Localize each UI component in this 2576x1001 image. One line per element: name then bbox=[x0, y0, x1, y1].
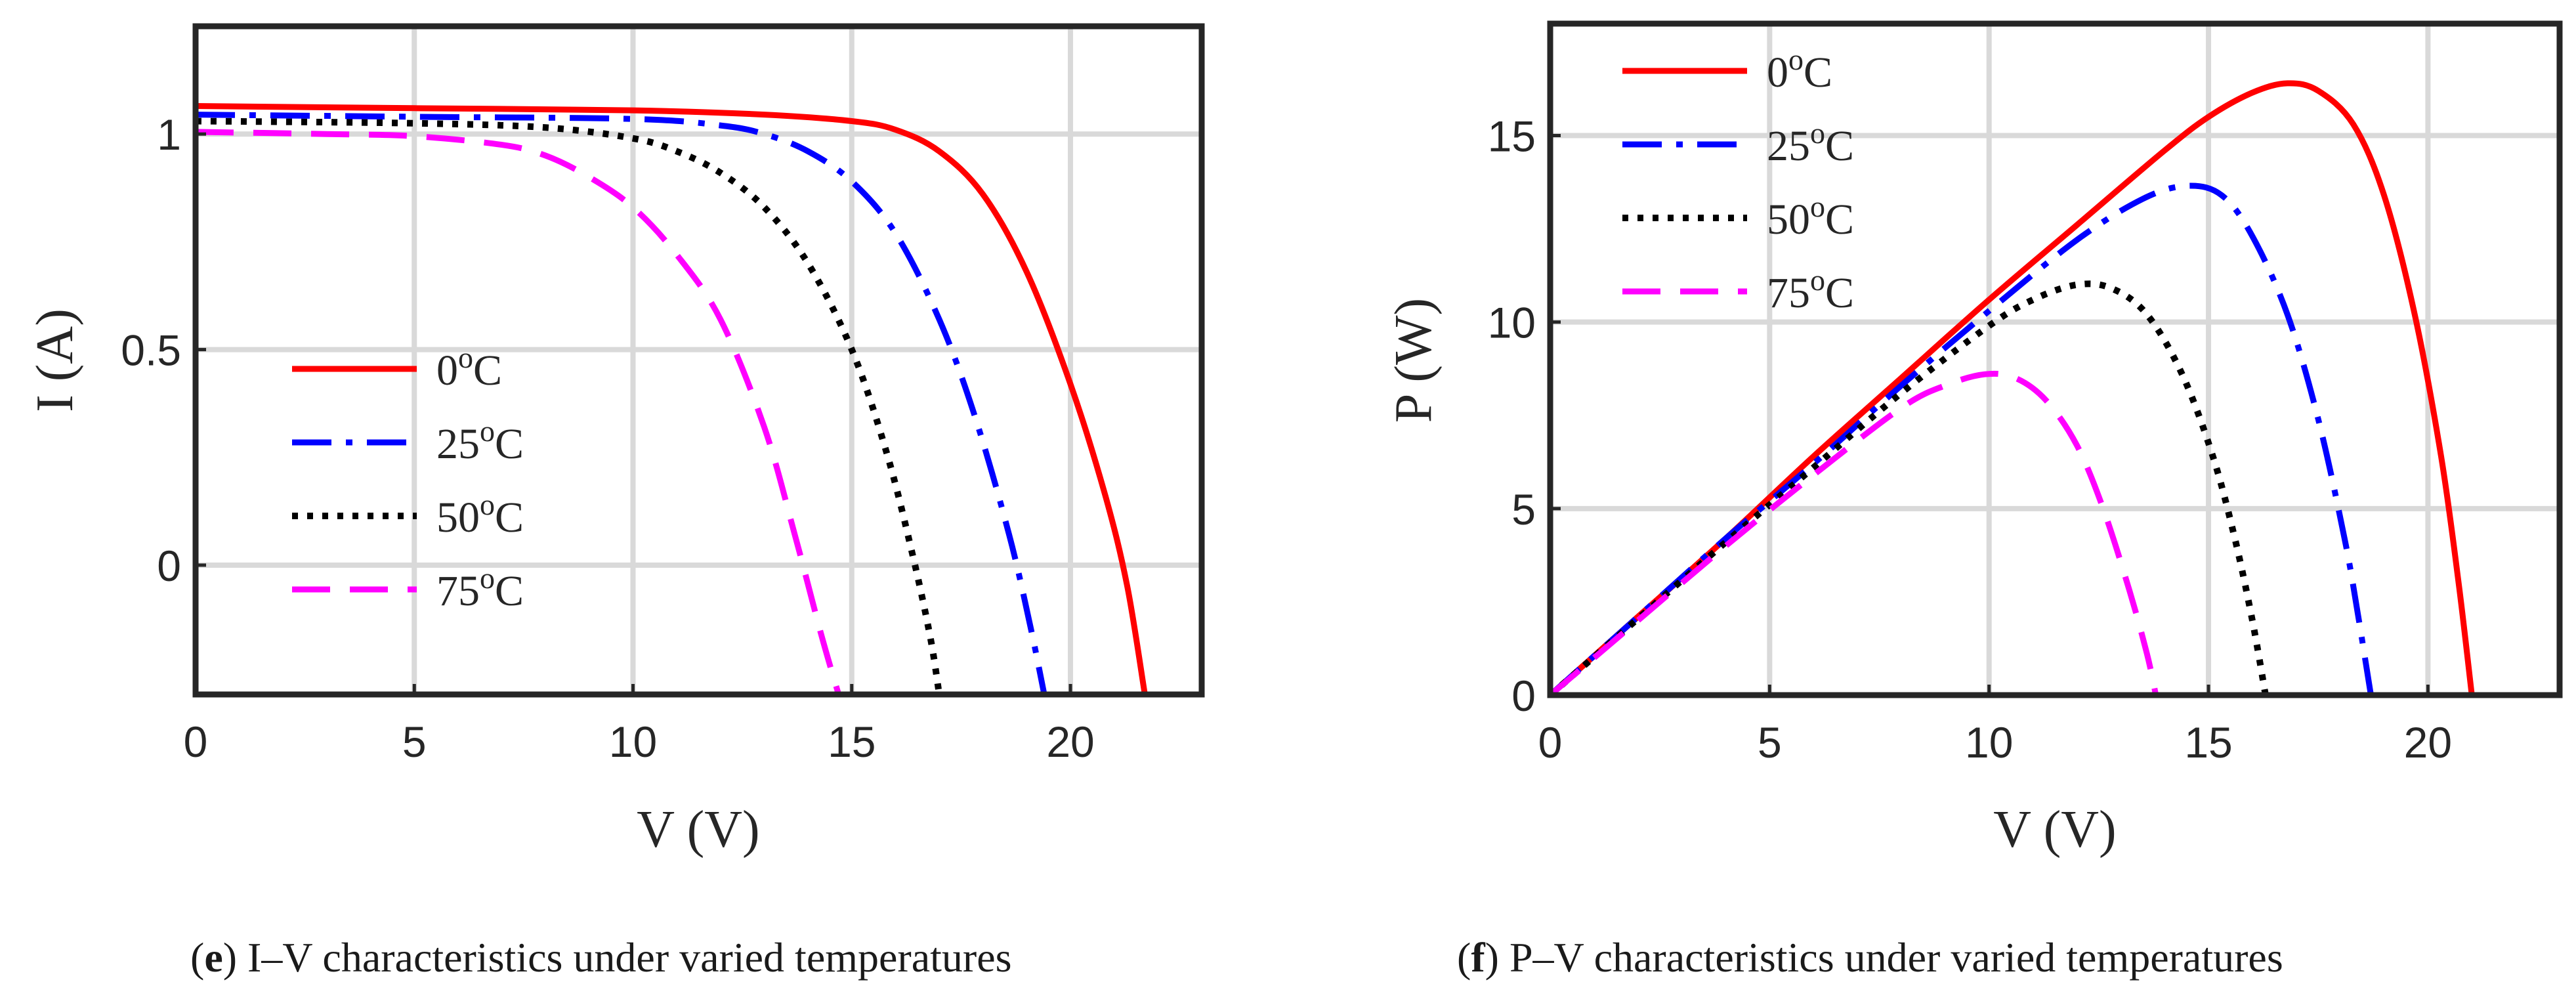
panel-e-ytick-label-2: 1 bbox=[157, 110, 181, 159]
panel-e-legend-label-25c: 25oC bbox=[436, 414, 524, 468]
panel-f-legend-label-25c: 25oC bbox=[1767, 116, 1854, 170]
panel-e-series bbox=[196, 103, 1148, 694]
panel-e-legend: 0oC 25oC 50oC 75oC bbox=[292, 341, 524, 615]
panel-f-xtick-label-1: 5 bbox=[1758, 718, 1782, 767]
panel-f-series-line-75c bbox=[1550, 370, 2159, 695]
panel-e-series-line-50c bbox=[196, 117, 943, 694]
panel-f-caption-letter: f bbox=[1471, 934, 1485, 981]
panel-f-legend-label-50c: 50oC bbox=[1767, 190, 1854, 244]
panel-f-ticks: 0 5 10 15 20 0 5 10 15 bbox=[1488, 112, 2453, 767]
panel-e-series-line-25c bbox=[196, 112, 1047, 694]
panel-f-caption-text: P–V characteristics under varied tempera… bbox=[1510, 934, 2283, 981]
panel-f-pv-chart: 0 5 10 15 20 0 5 10 15 V (V) P (W) 0oC 25oC 50oC 75… bbox=[1385, 20, 2563, 981]
panel-e-iv-chart: 0 5 10 15 20 0 0.5 1 V (V) I (A) 0oC 25oC 50oC 75o… bbox=[26, 23, 1205, 981]
panel-e-xtick-label-3: 15 bbox=[828, 717, 876, 766]
panel-e-legend-label-75c: 75oC bbox=[436, 561, 524, 615]
panel-f-series-line-50c bbox=[1550, 280, 2269, 695]
panel-e-caption: (e) I–V characteristics under varied tem… bbox=[190, 934, 1012, 981]
panel-e-xtick-label-0: 0 bbox=[184, 717, 208, 766]
panel-f-ytick-label-2: 10 bbox=[1488, 299, 1536, 347]
panel-f-legend-label-75c: 75oC bbox=[1767, 263, 1854, 317]
panel-e-grid bbox=[193, 26, 1202, 694]
panel-f-series bbox=[1550, 80, 2475, 695]
panel-e-caption-text: I–V characteristics under varied tempera… bbox=[247, 934, 1012, 981]
panel-f-series-line-0c bbox=[1550, 80, 2475, 695]
panel-e-caption-letter: e bbox=[204, 934, 222, 981]
panel-f-xtick-label-2: 10 bbox=[1965, 718, 2013, 767]
panel-e-series-line-75c bbox=[196, 129, 842, 694]
panel-e-legend-label-50c: 50oC bbox=[436, 488, 524, 542]
panel-e-xlabel: V (V) bbox=[637, 801, 759, 859]
panel-f-caption: (f) P–V characteristics under varied tem… bbox=[1457, 934, 2283, 981]
panel-f-ytick-label-1: 5 bbox=[1511, 485, 1536, 534]
panel-f-xtick-label-3: 15 bbox=[2184, 718, 2232, 767]
panel-e-xtick-label-4: 20 bbox=[1046, 717, 1094, 766]
panel-f-xlabel: V (V) bbox=[1993, 801, 2116, 859]
panel-e-ylabel: I (A) bbox=[26, 309, 84, 412]
panel-f-axes-frame bbox=[1547, 20, 2563, 698]
panel-f-legend-label-0c: 0oC bbox=[1767, 43, 1832, 96]
panel-f-grid bbox=[1548, 24, 2560, 698]
panel-f-xtick-label-4: 20 bbox=[2404, 718, 2452, 767]
panel-e-ytick-label-0: 0 bbox=[157, 542, 181, 590]
panel-f-series-line-25c bbox=[1550, 182, 2374, 695]
panel-f-ylabel: P (W) bbox=[1385, 298, 1443, 423]
panel-f-ytick-label-0: 0 bbox=[1511, 671, 1536, 720]
panel-f-ytick-label-3: 15 bbox=[1488, 112, 1536, 161]
panel-e-legend-label-0c: 0oC bbox=[436, 341, 502, 394]
panel-f-xtick-label-0: 0 bbox=[1538, 718, 1563, 767]
panel-e-xtick-label-2: 10 bbox=[609, 717, 657, 766]
panel-e-ticks: 0 5 10 15 20 0 0.5 1 bbox=[121, 110, 1095, 766]
panel-e-ytick-label-1: 0.5 bbox=[121, 326, 181, 375]
panel-e-series-line-0c bbox=[196, 103, 1148, 694]
panel-e-xtick-label-1: 5 bbox=[402, 717, 427, 766]
panel-f-legend: 0oC 25oC 50oC 75oC bbox=[1622, 43, 1854, 317]
panel-e-axes-frame bbox=[192, 23, 1205, 698]
